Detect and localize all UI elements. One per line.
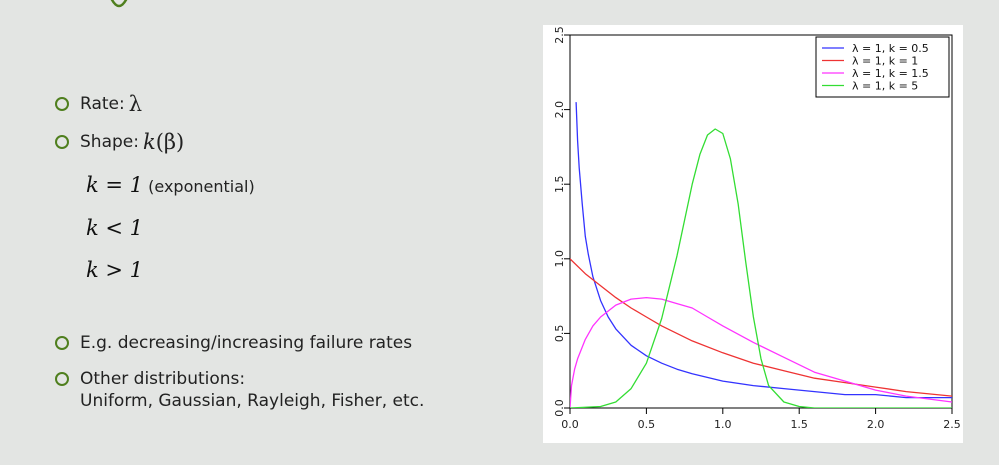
- y-tick-label: 0.0: [553, 399, 566, 417]
- y-tick-label: 1.0: [553, 250, 566, 267]
- case-note: (exponential): [143, 177, 255, 196]
- y-tick-label: 2.5: [553, 26, 566, 44]
- y-tick-label: 1.5: [553, 175, 566, 193]
- bullet-rate: Rate: λ: [55, 92, 142, 116]
- x-tick-label: 2.0: [867, 418, 885, 431]
- shape-symbol-alt: (β): [155, 130, 185, 154]
- x-tick-label: 1.5: [790, 418, 808, 431]
- rate-symbol: λ: [128, 92, 143, 116]
- series-line-4: [570, 128, 952, 408]
- x-tick-label: 2.5: [943, 418, 961, 431]
- bullet-label: Shape:: [80, 132, 139, 152]
- x-tick-label: 0.5: [638, 418, 656, 431]
- bullet-shape: Shape: k (β): [55, 130, 184, 154]
- x-tick-label: 1.0: [714, 418, 732, 431]
- shape-symbol: k: [142, 130, 156, 154]
- chart-svg: 0.0 0.5 1.0 1.5 2.0 2.5 0.0 0.5 1.0 1.5 2.0 2.5 λ = …: [553, 26, 961, 431]
- bullet-ring-icon: [55, 372, 69, 386]
- case-less-than-one: k < 1: [86, 216, 143, 240]
- y-tick-label: 0.5: [553, 325, 566, 343]
- legend-entry-3: λ = 1, k = 1.5: [852, 67, 929, 80]
- case-expression: k = 1: [86, 173, 144, 197]
- series-line-1: [575, 102, 952, 399]
- bullet-list: Rate: λ Shape: k (β) k = 1 (exponential)…: [55, 92, 424, 412]
- case-greater-than-one: k > 1: [86, 258, 143, 282]
- series-line-2: [570, 258, 952, 397]
- bullet-ring-icon: [55, 336, 69, 350]
- bullet-other-distributions: Other distributions: Uniform, Gaussian, …: [55, 368, 424, 412]
- bullet-ring-icon: [55, 97, 69, 111]
- other-line-1: Other distributions:: [80, 369, 246, 389]
- case-exponential: k = 1 (exponential): [86, 173, 255, 197]
- legend-entry-1: λ = 1, k = 0.5: [852, 42, 929, 55]
- case-expression: k > 1: [86, 258, 144, 282]
- legend-entry-2: λ = 1, k = 1: [852, 55, 918, 68]
- bullet-label: E.g. decreasing/increasing failure rates: [80, 333, 413, 353]
- x-tick-label: 0.0: [561, 418, 579, 431]
- bullet-failure-rates: E.g. decreasing/increasing failure rates: [55, 333, 412, 353]
- legend-entry-4: λ = 1, k = 5: [852, 80, 918, 93]
- legend-box: [815, 36, 950, 98]
- decorative-ornament-icon: [110, 0, 128, 8]
- y-tick-label: 2.0: [553, 101, 566, 119]
- bullet-ring-icon: [55, 135, 69, 149]
- series-line-3: [570, 296, 952, 408]
- case-expression: k < 1: [86, 216, 144, 240]
- other-line-2: Uniform, Gaussian, Rayleigh, Fisher, etc…: [80, 391, 425, 411]
- plot-frame: [569, 34, 953, 409]
- bullet-label: Rate:: [80, 94, 125, 114]
- weibull-chart: 0.0 0.5 1.0 1.5 2.0 2.5 0.0 0.5 1.0 1.5 2.0 2.5 λ = …: [543, 25, 963, 443]
